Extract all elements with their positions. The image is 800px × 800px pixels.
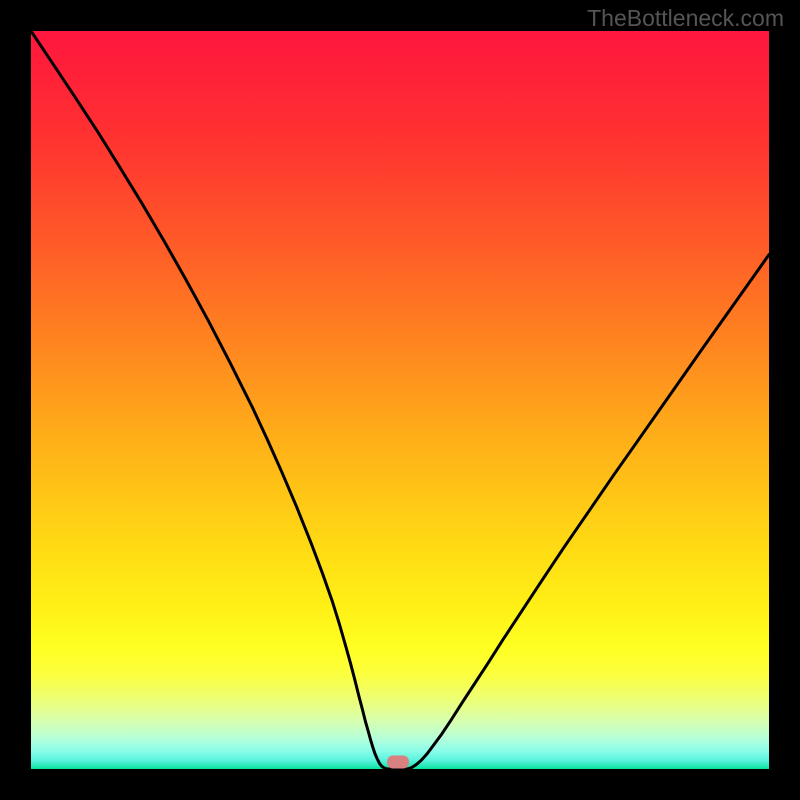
bottleneck-curve [31, 31, 769, 769]
chart-canvas: TheBottleneck.com [0, 0, 800, 800]
watermark-text: TheBottleneck.com [587, 5, 784, 32]
curve-layer [31, 31, 769, 769]
plot-area [31, 31, 769, 769]
bottleneck-marker [387, 755, 409, 768]
